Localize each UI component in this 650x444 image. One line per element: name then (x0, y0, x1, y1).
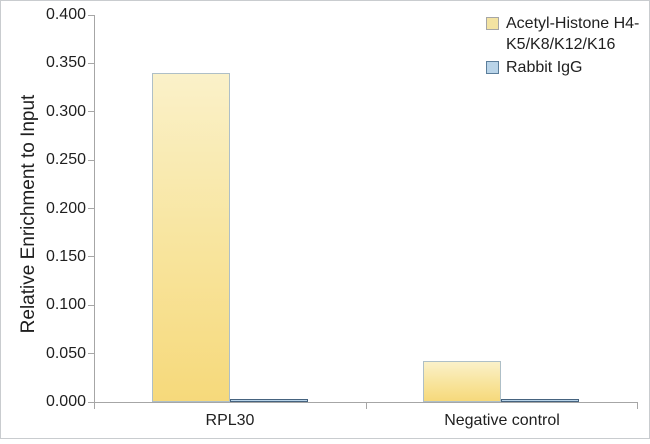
legend-item-igg: Rabbit IgG (486, 57, 648, 78)
legend: Acetyl-Histone H4-K5/K8/K12/K16 Rabbit I… (486, 13, 648, 78)
y-tick-mark (88, 353, 94, 355)
legend-item-acetyl: Acetyl-Histone H4-K5/K8/K12/K16 (486, 13, 648, 55)
y-tick-label: 0.350 (45, 54, 86, 72)
x-tick-mark (366, 402, 367, 409)
y-tick-mark (88, 256, 94, 258)
y-tick-label: 0.250 (45, 151, 86, 169)
x-category-label-negative-control: Negative control (444, 412, 560, 429)
legend-swatch-acetyl-icon (486, 17, 499, 30)
y-tick-label: 0.400 (45, 6, 86, 23)
y-tick-mark (88, 401, 94, 403)
y-tick-mark (88, 159, 94, 161)
bar-igg-0 (229, 399, 308, 402)
x-tick-mark (637, 402, 638, 409)
bar-acetyl-1 (423, 361, 502, 402)
y-tick-label: 0.000 (45, 393, 86, 410)
legend-label-igg: Rabbit IgG (506, 59, 583, 76)
bar-igg-1 (501, 399, 580, 402)
y-tick-label: 0.150 (45, 247, 86, 265)
y-tick-mark (88, 111, 94, 113)
x-tick-mark (94, 402, 95, 409)
legend-label-acetyl: Acetyl-Histone H4-K5/K8/K12/K16 (506, 15, 640, 53)
y-tick-label: 0.200 (45, 199, 86, 217)
y-tick-label: 0.100 (45, 296, 86, 314)
x-category-label-rpl30: RPL30 (205, 412, 255, 429)
y-tick-mark (88, 208, 94, 209)
y-tick-label: 0.300 (45, 102, 86, 120)
y-tick-mark (88, 62, 94, 64)
legend-swatch-igg-icon (486, 61, 499, 74)
y-tick-mark (88, 304, 94, 306)
bar-acetyl-0 (151, 73, 230, 402)
y-tick-label: 0.050 (45, 344, 86, 362)
y-tick-mark (88, 14, 94, 16)
